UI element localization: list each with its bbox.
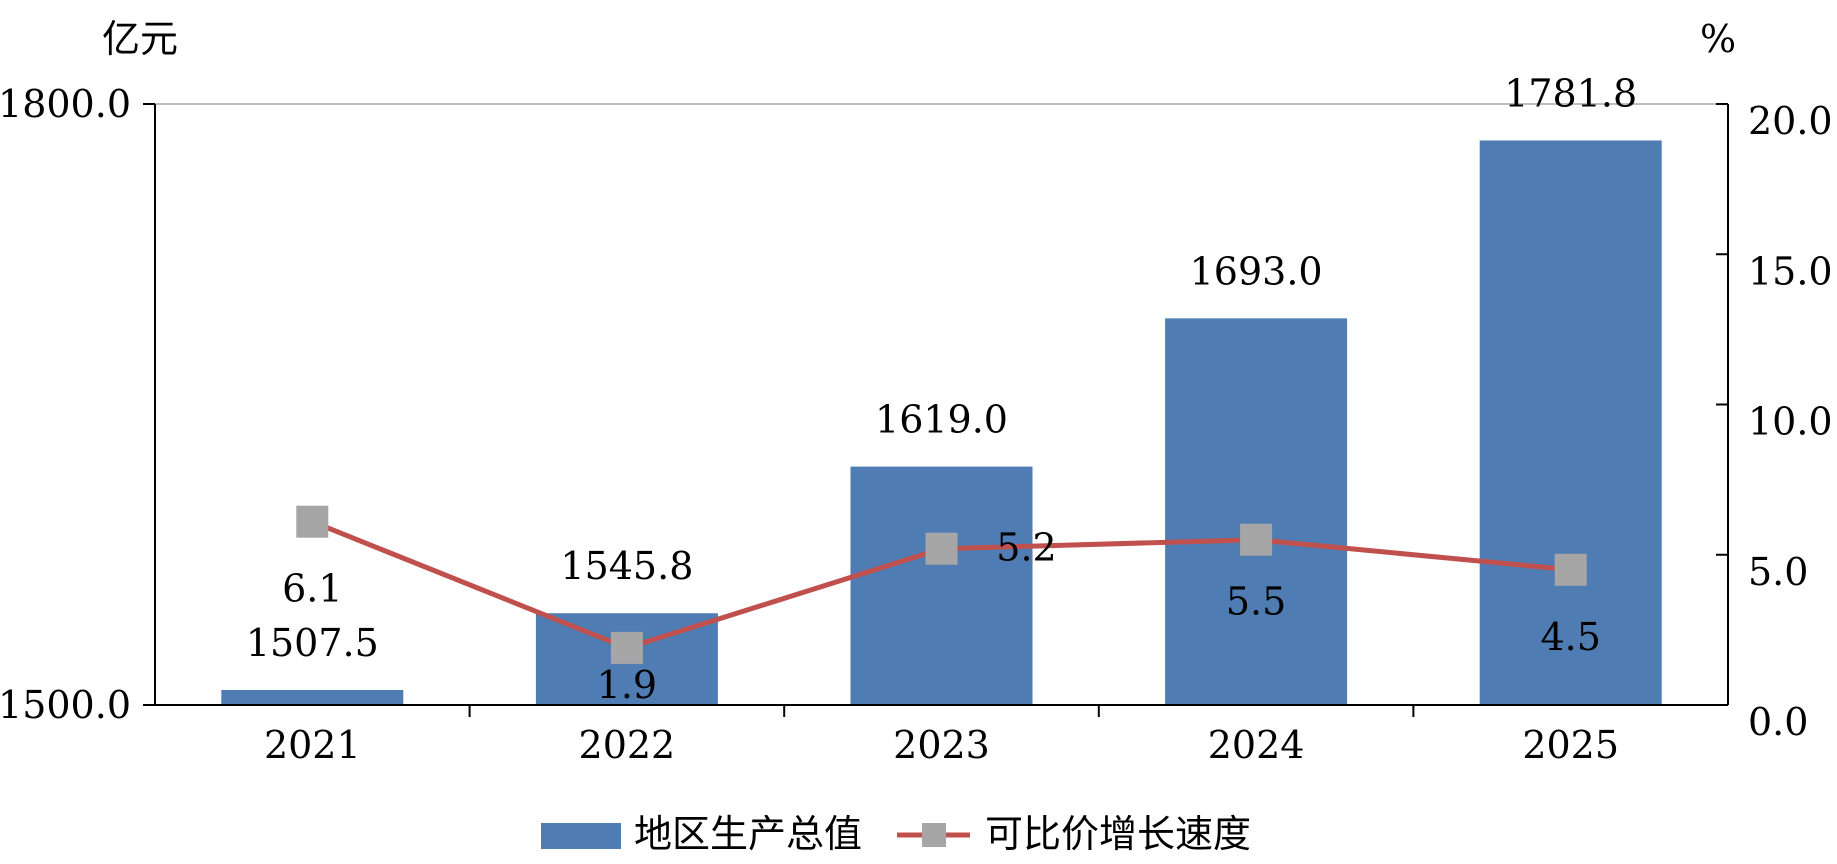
growth-value-label-2023: 5.2: [996, 526, 1056, 570]
legend-marker-swatch: [922, 823, 946, 847]
growth-value-label-2021: 6.1: [282, 567, 342, 611]
growth-value-label-2025: 4.5: [1540, 615, 1600, 659]
x-tick-label-2023: 2023: [893, 723, 990, 767]
right-tick-label: 20.0: [1748, 99, 1833, 143]
x-tick-label-2025: 2025: [1522, 723, 1619, 767]
right-tick-label: 10.0: [1748, 400, 1833, 444]
growth-marker-2024: [1240, 523, 1273, 556]
left-axis-unit: 亿元: [102, 17, 178, 61]
x-tick-label-2024: 2024: [1208, 723, 1305, 767]
right-tick-label: 5.0: [1748, 550, 1808, 594]
bar-value-label-2025: 1781.8: [1504, 71, 1637, 115]
x-tick-label-2021: 2021: [264, 723, 361, 767]
growth-marker-2023: [925, 532, 958, 565]
legend-bar-swatch: [541, 823, 621, 849]
bar-value-label-2024: 1693.0: [1190, 249, 1323, 293]
growth-marker-2025: [1554, 553, 1587, 586]
bar-2021: [221, 689, 404, 705]
bar-2024: [1165, 318, 1348, 705]
legend: 地区生产总值 可比价增长速度: [541, 812, 1251, 856]
growth-value-label-2024: 5.5: [1226, 580, 1286, 624]
left-tick-label: 1800.0: [0, 82, 131, 126]
growth-marker-2021: [296, 505, 329, 538]
bar-value-label-2022: 1545.8: [560, 544, 693, 588]
right-tick-label: 0.0: [1748, 700, 1808, 744]
legend-bar-label: 地区生产总值: [634, 812, 862, 856]
growth-marker-2022: [610, 631, 643, 664]
right-axis-unit: %: [1700, 17, 1736, 61]
bar-2023: [850, 466, 1033, 705]
bar-2025: [1479, 140, 1662, 705]
right-tick-label: 15.0: [1748, 249, 1833, 293]
legend-line-label: 可比价增长速度: [985, 812, 1251, 856]
x-tick-label-2022: 2022: [579, 723, 676, 767]
bar-value-label-2021: 1507.5: [246, 621, 379, 665]
growth-value-label-2022: 1.9: [597, 663, 657, 707]
bar-value-label-2023: 1619.0: [875, 398, 1008, 442]
left-tick-label: 1500.0: [0, 683, 131, 727]
